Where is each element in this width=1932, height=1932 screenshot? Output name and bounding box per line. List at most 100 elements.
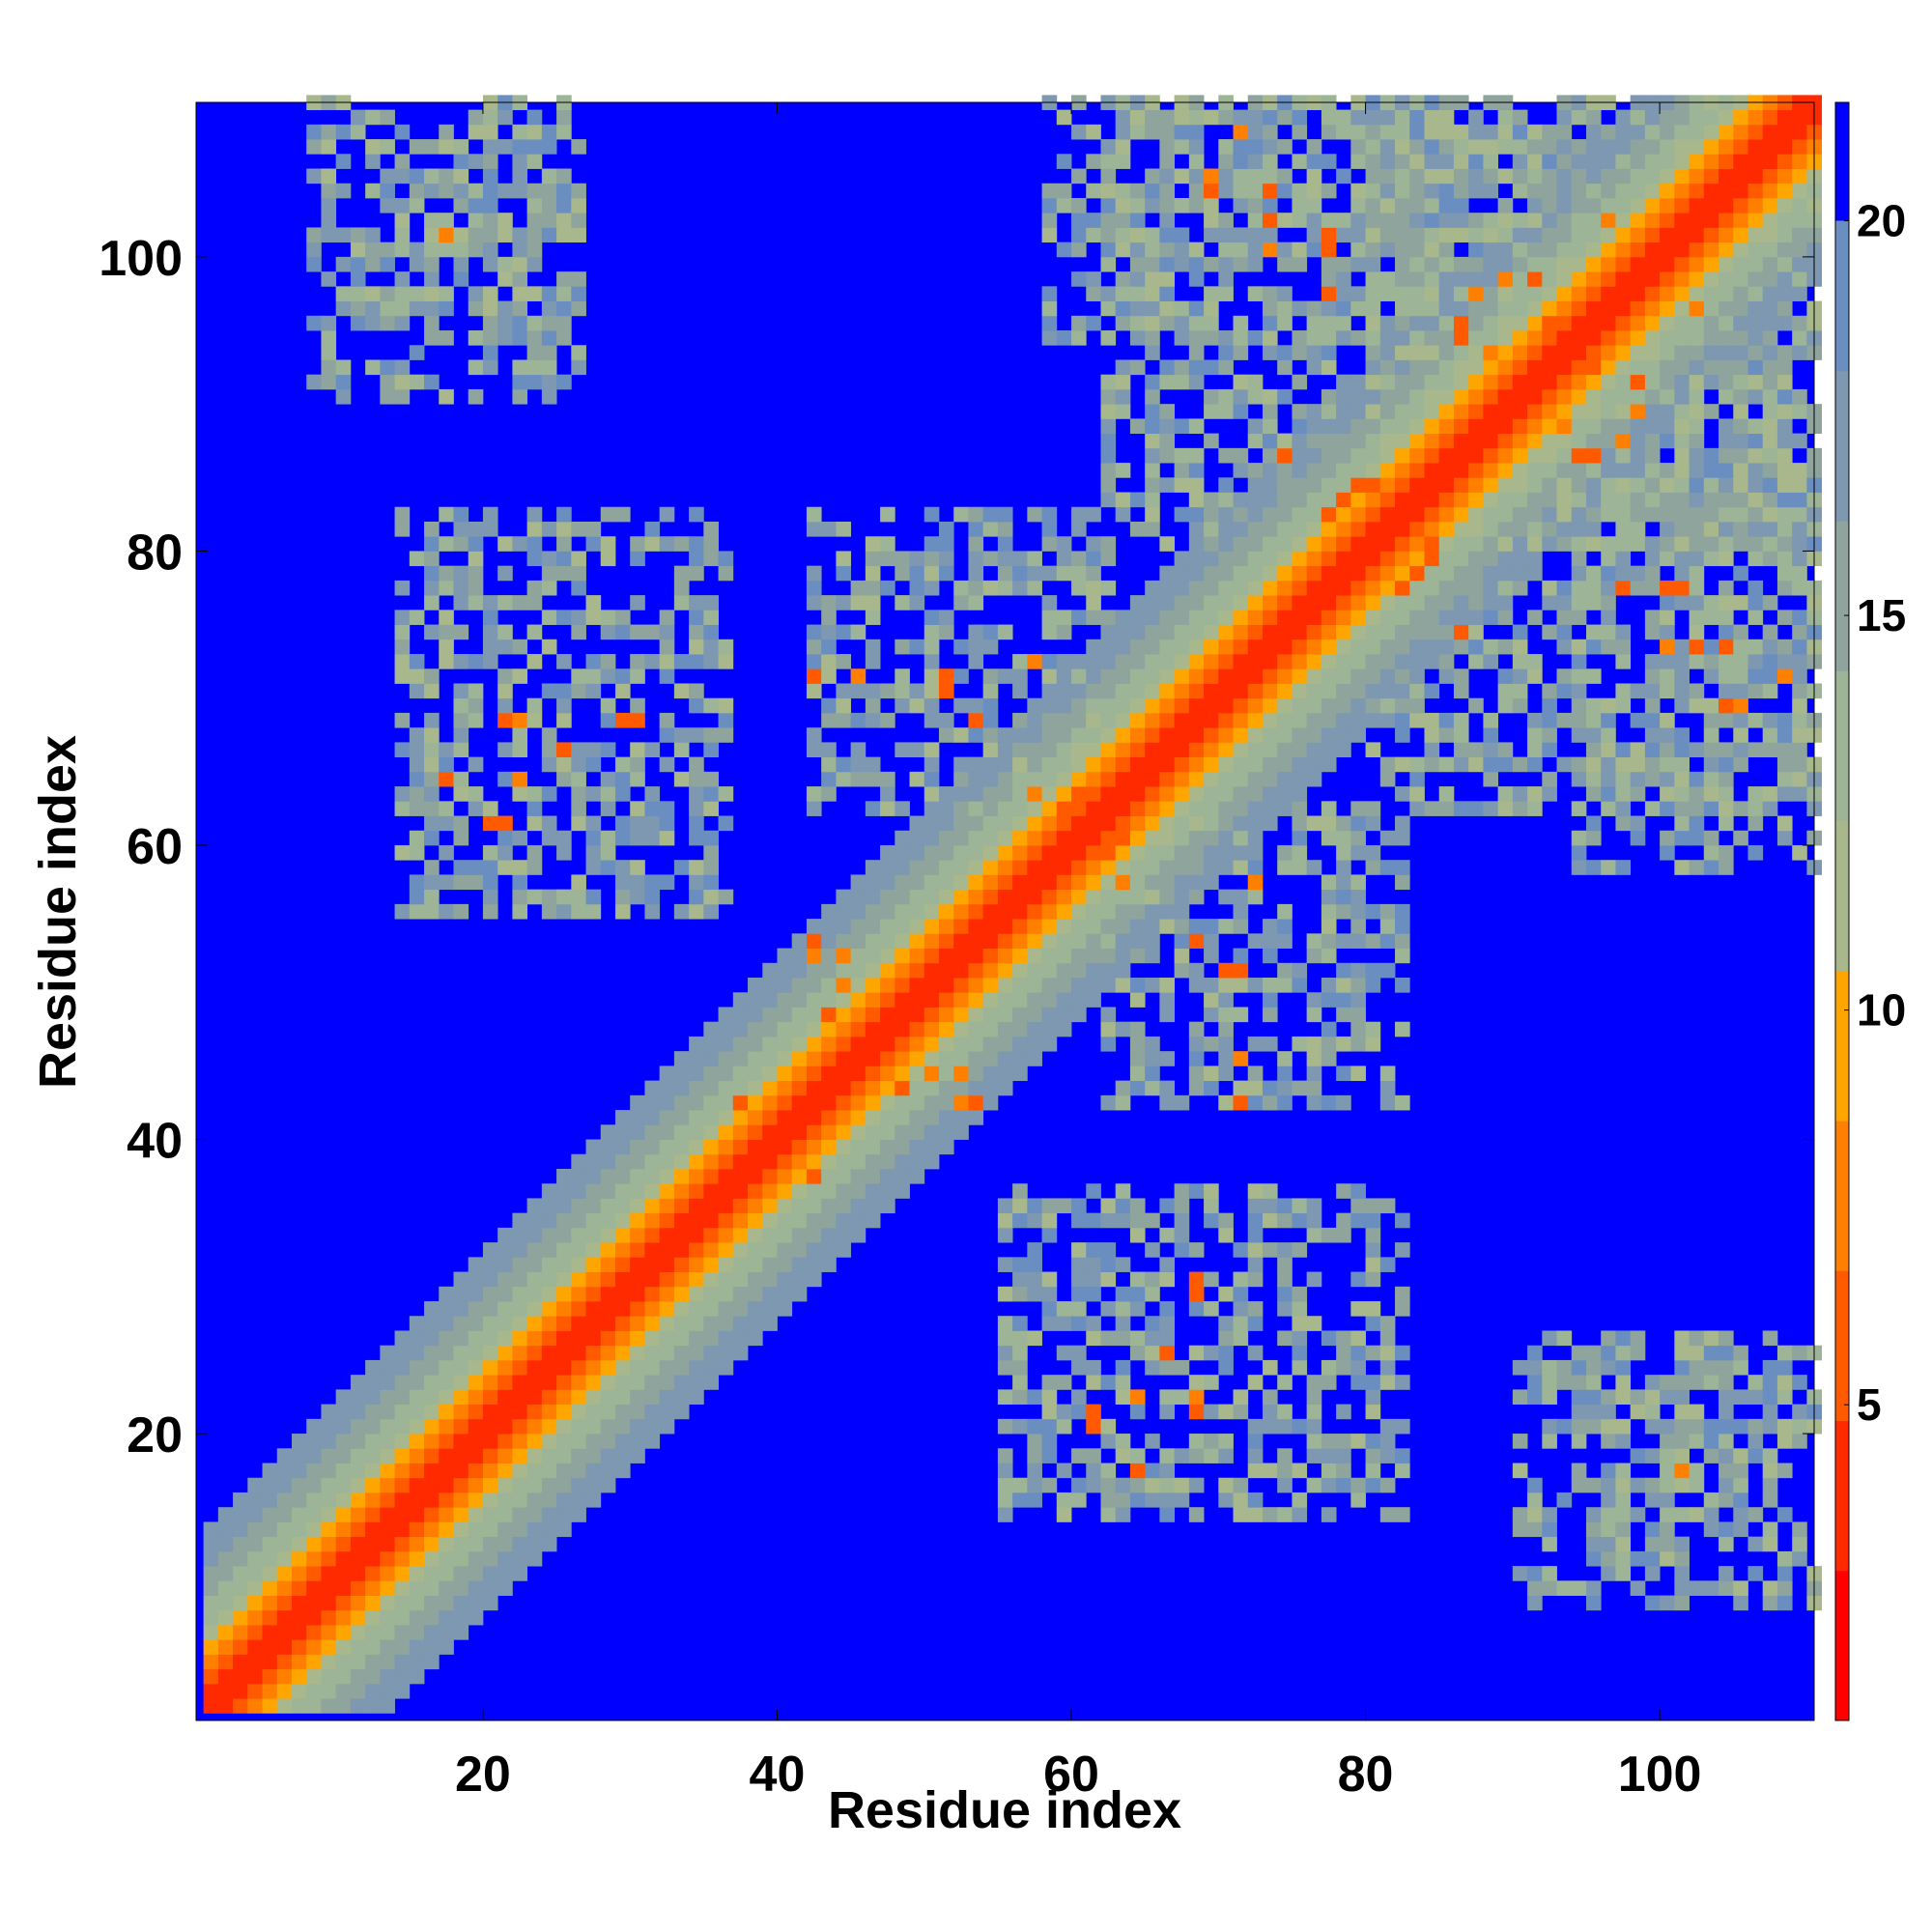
heatmap-cell <box>1218 786 1234 802</box>
heatmap-cell <box>1056 1404 1072 1420</box>
heatmap-cell <box>1292 978 1308 993</box>
heatmap-cell <box>468 1536 484 1552</box>
heatmap-cell <box>1115 1448 1131 1463</box>
heatmap-cell <box>791 1271 808 1288</box>
heatmap-cell <box>1071 948 1087 964</box>
heatmap-cell <box>1277 756 1293 773</box>
heatmap-cell <box>497 1580 513 1596</box>
heatmap-cell <box>659 1094 675 1111</box>
heatmap-cell <box>1585 286 1602 301</box>
heatmap-cell <box>1041 506 1058 523</box>
heatmap-cell <box>1188 1271 1205 1288</box>
heatmap-cell <box>777 962 793 979</box>
heatmap-cell <box>909 1065 925 1082</box>
heatmap-cell <box>233 1580 248 1596</box>
heatmap-cell <box>1188 1242 1205 1258</box>
heatmap-cell <box>1689 565 1705 582</box>
heatmap-cell <box>923 1124 940 1140</box>
heatmap-cell <box>1204 801 1219 816</box>
heatmap-cell <box>276 1536 293 1552</box>
heatmap-cell <box>217 1550 234 1567</box>
heatmap-cell <box>1365 1316 1381 1331</box>
heatmap-cell <box>1556 286 1573 301</box>
heatmap-cell <box>1071 242 1087 258</box>
heatmap-cell <box>923 903 940 920</box>
heatmap-cell <box>1660 551 1675 567</box>
heatmap-cell <box>1262 433 1278 449</box>
heatmap-cell <box>718 1007 734 1023</box>
heatmap-cell <box>468 712 484 728</box>
heatmap-cell <box>1100 1418 1117 1435</box>
heatmap-cell <box>1262 756 1278 773</box>
heatmap-cell <box>1703 286 1719 301</box>
heatmap-cell <box>276 1609 293 1626</box>
heatmap-cell <box>585 1477 602 1493</box>
heatmap-cell <box>409 1477 425 1493</box>
heatmap-cell <box>468 536 484 552</box>
heatmap-cell <box>1262 345 1278 360</box>
heatmap-cell <box>1145 1463 1160 1479</box>
heatmap-cell <box>1453 374 1469 390</box>
heatmap-cell <box>556 565 572 582</box>
heatmap-cell <box>806 948 822 964</box>
heatmap-cell <box>836 712 852 728</box>
heatmap-cell <box>1585 197 1602 213</box>
heatmap-cell <box>968 551 984 567</box>
heatmap-cell <box>1056 610 1072 625</box>
heatmap-cell <box>1542 1375 1557 1390</box>
heatmap-cell <box>1660 388 1675 405</box>
heatmap-cell <box>1571 668 1587 684</box>
heatmap-cell <box>321 1580 337 1596</box>
heatmap-cell <box>1483 580 1499 596</box>
heatmap-cell <box>1689 521 1705 537</box>
heatmap-cell <box>512 1492 528 1508</box>
heatmap-cell <box>1719 388 1734 405</box>
heatmap-cell <box>1630 124 1646 140</box>
heatmap-cell <box>1483 271 1499 287</box>
heatmap-cell <box>1277 654 1293 669</box>
heatmap-cell <box>895 1080 910 1096</box>
heatmap-cell <box>1100 786 1117 802</box>
heatmap-cell <box>806 1124 822 1140</box>
heatmap-cell <box>1556 154 1573 169</box>
heatmap-cell <box>571 580 586 596</box>
heatmap-cell <box>909 860 925 875</box>
heatmap-cell <box>482 227 498 243</box>
heatmap-cell <box>1438 256 1455 272</box>
heatmap-cell <box>1453 404 1469 419</box>
heatmap-cell <box>997 668 1013 684</box>
heatmap-cell <box>1571 433 1587 449</box>
heatmap-cell <box>585 844 602 861</box>
heatmap-cell <box>865 903 881 920</box>
heatmap-cell <box>541 521 557 537</box>
heatmap-cell <box>1218 992 1234 1008</box>
heatmap-cell <box>1350 197 1366 213</box>
heatmap-cell <box>1321 256 1337 272</box>
heatmap-cell <box>1497 742 1514 758</box>
heatmap-cell <box>409 1668 425 1685</box>
heatmap-cell <box>1204 1036 1219 1052</box>
heatmap-cell <box>1233 978 1249 993</box>
heatmap-cell <box>1233 345 1249 360</box>
heatmap-cell <box>1747 1536 1764 1552</box>
heatmap-cell <box>1159 1389 1176 1406</box>
heatmap-cell <box>1512 551 1528 567</box>
heatmap-cell <box>1585 345 1602 360</box>
heatmap-cell <box>585 742 602 758</box>
heatmap-cell <box>1277 1271 1293 1288</box>
heatmap-cell <box>233 1668 248 1685</box>
heatmap-cell <box>1071 1448 1087 1463</box>
heatmap-cell <box>1409 271 1425 287</box>
heatmap-cell <box>1188 801 1205 816</box>
heatmap-cell <box>1233 742 1249 758</box>
heatmap-cell <box>1379 683 1396 699</box>
heatmap-cell <box>1350 712 1366 728</box>
heatmap-cell <box>1041 213 1058 228</box>
heatmap-cell <box>1556 521 1573 537</box>
heatmap-cell <box>806 742 822 758</box>
heatmap-cell <box>1703 1345 1719 1361</box>
heatmap-cell <box>1188 477 1205 493</box>
heatmap-cell <box>1556 1492 1573 1508</box>
heatmap-cell <box>1468 492 1484 508</box>
heatmap-cell <box>1585 213 1602 228</box>
